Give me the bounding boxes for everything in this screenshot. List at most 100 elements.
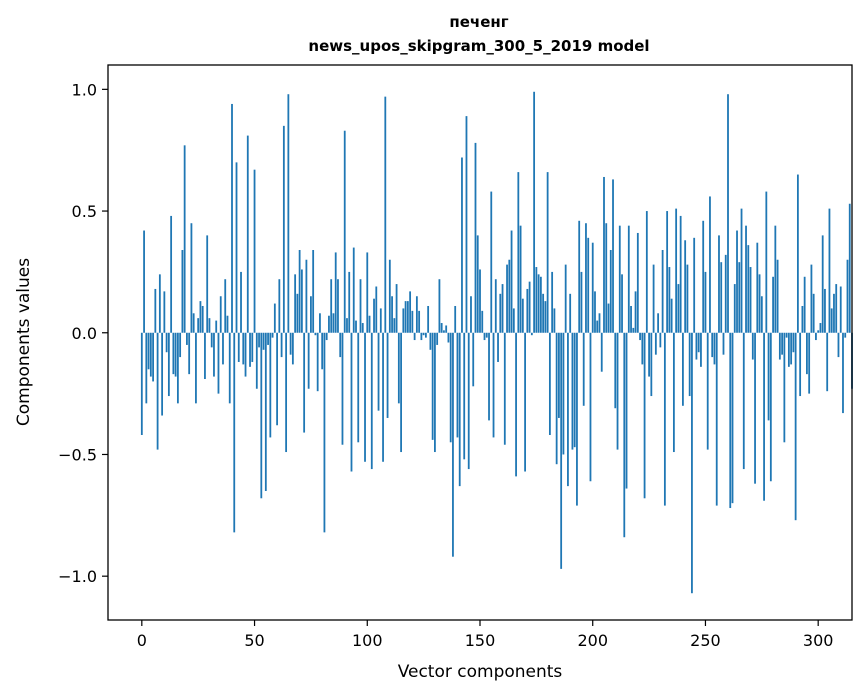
bar-112 <box>393 318 396 333</box>
bar-11 <box>165 332 168 353</box>
bar-54 <box>262 332 265 350</box>
bar-96 <box>357 332 360 443</box>
bar-177 <box>539 276 542 333</box>
bar-295 <box>806 332 808 375</box>
bar-85 <box>332 313 335 333</box>
bar-257 <box>720 262 723 333</box>
bar-18 <box>181 250 184 333</box>
bar-198 <box>587 237 590 333</box>
chart-title: печенг <box>449 13 508 31</box>
bar-20 <box>186 332 188 345</box>
bar-73 <box>305 259 308 333</box>
bar-241 <box>684 240 687 333</box>
bar-38 <box>226 315 229 333</box>
bar-180 <box>546 172 549 333</box>
bar-59 <box>273 303 276 333</box>
bar-288 <box>790 332 793 365</box>
bar-284 <box>781 332 784 355</box>
bar-294 <box>803 276 806 333</box>
bar-14 <box>172 332 175 375</box>
bar-41 <box>233 332 236 533</box>
bar-239 <box>679 215 682 333</box>
bar-171 <box>526 288 529 333</box>
bar-151 <box>481 310 484 333</box>
bar-113 <box>395 284 398 333</box>
bar-68 <box>294 274 297 333</box>
bar-242 <box>686 264 689 333</box>
bar-10 <box>163 291 166 333</box>
bar-291 <box>796 174 799 333</box>
bar-64 <box>285 332 288 453</box>
bar-207 <box>607 303 610 333</box>
bar-36 <box>222 332 224 365</box>
bar-167 <box>517 172 520 333</box>
bar-12 <box>167 332 170 397</box>
bar-138 <box>452 332 454 557</box>
bar-174 <box>533 91 536 333</box>
bar-39 <box>228 332 231 404</box>
bar-106 <box>379 308 382 333</box>
bar-62 <box>280 332 283 358</box>
bar-161 <box>503 332 506 445</box>
bar-269 <box>747 245 750 333</box>
bar-277 <box>765 191 768 333</box>
bar-304 <box>826 332 829 392</box>
bar-240 <box>682 332 684 406</box>
bar-154 <box>488 332 490 421</box>
bar-184 <box>555 332 558 465</box>
bar-34 <box>217 332 220 394</box>
bar-33 <box>215 320 218 333</box>
bar-155 <box>490 191 493 333</box>
bar-119 <box>409 291 412 333</box>
bar-282 <box>776 259 779 333</box>
bar-217 <box>630 305 632 333</box>
bar-280 <box>772 276 774 333</box>
bar-165 <box>512 308 515 333</box>
bar-95 <box>355 320 357 333</box>
bar-192 <box>573 332 576 448</box>
bar-159 <box>499 293 502 333</box>
bar-75 <box>310 296 312 333</box>
bar-263 <box>733 284 736 333</box>
bar-72 <box>303 332 306 433</box>
bar-201 <box>594 291 596 333</box>
bar-117 <box>404 301 407 333</box>
bar-300 <box>817 330 820 333</box>
bar-196 <box>582 332 585 406</box>
bar-303 <box>824 288 826 333</box>
bar-186 <box>560 332 563 569</box>
x-tick-label: 200 <box>577 631 608 650</box>
bar-164 <box>510 230 513 333</box>
bar-218 <box>632 327 635 333</box>
bar-252 <box>709 196 711 333</box>
bar-251 <box>706 332 709 450</box>
bar-279 <box>769 332 772 482</box>
bar-205 <box>603 176 605 333</box>
y-tick-label: 1.0 <box>72 80 97 99</box>
bar-98 <box>361 323 364 333</box>
bar-179 <box>544 301 547 333</box>
bar-160 <box>501 284 504 333</box>
bar-69 <box>296 293 299 333</box>
bar-311 <box>842 332 844 414</box>
bar-65 <box>287 94 290 333</box>
bar-30 <box>208 318 211 333</box>
bar-301 <box>819 323 822 333</box>
bar-189 <box>567 332 569 487</box>
bar-289 <box>792 332 795 353</box>
plot-frame <box>107 64 853 621</box>
y-tick-label: 0.5 <box>72 202 97 221</box>
bar-140 <box>456 332 459 438</box>
bar-6 <box>154 288 157 333</box>
bar-91 <box>346 318 348 333</box>
bar-53 <box>260 332 263 499</box>
bar-88 <box>339 332 342 358</box>
bar-172 <box>528 281 531 333</box>
bar-227 <box>652 264 655 333</box>
bar-230 <box>659 332 662 348</box>
bar-102 <box>370 332 373 470</box>
bar-76 <box>312 250 315 333</box>
bar-278 <box>767 332 770 421</box>
bar-127 <box>427 305 430 333</box>
x-tick-label: 250 <box>690 631 721 650</box>
